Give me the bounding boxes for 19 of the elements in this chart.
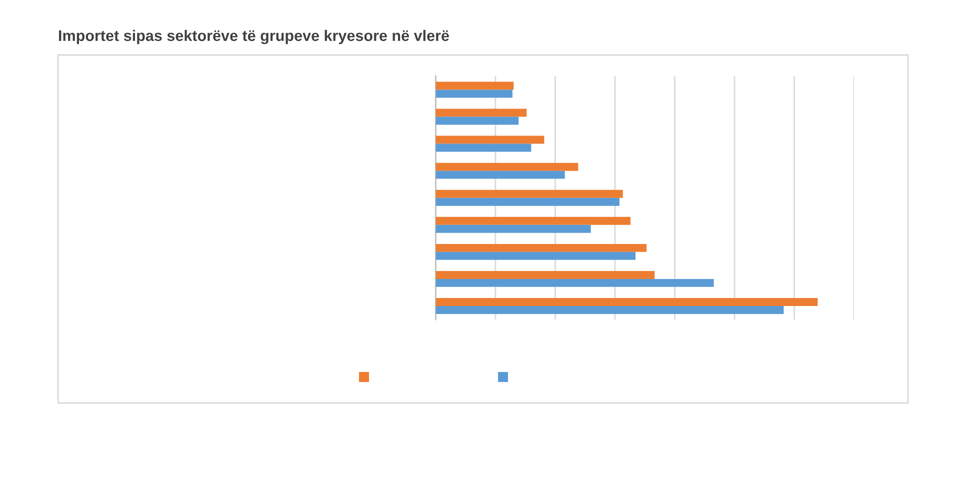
bar bbox=[436, 136, 544, 144]
bar bbox=[436, 116, 519, 125]
bar bbox=[436, 224, 591, 233]
bar bbox=[436, 278, 714, 287]
bar bbox=[436, 216, 631, 225]
bar bbox=[436, 198, 620, 206]
bar bbox=[436, 144, 532, 152]
bar bbox=[436, 108, 527, 117]
text: Importet sipas sektorëve të grupeve kryesore në vlerë bbox=[59, 30, 449, 44]
bar bbox=[436, 252, 636, 260]
bar bbox=[436, 82, 514, 90]
bar bbox=[436, 244, 647, 252]
bar bbox=[436, 306, 784, 314]
bar bbox=[436, 298, 818, 306]
bar bbox=[436, 190, 623, 198]
bar bbox=[436, 162, 578, 171]
bar bbox=[436, 90, 512, 98]
bar bbox=[436, 170, 565, 179]
bar bbox=[436, 270, 655, 279]
